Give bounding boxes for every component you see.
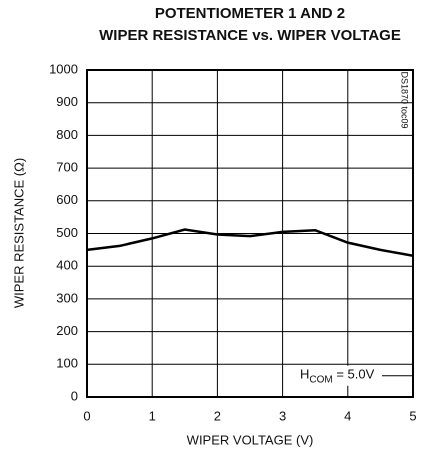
y-tick-label: 600 xyxy=(56,192,78,207)
annotation-part: = 5.0V xyxy=(333,367,375,382)
data-line xyxy=(86,228,414,257)
y-tick-label: 700 xyxy=(56,160,78,175)
y-tick-label: 900 xyxy=(56,94,78,109)
annotation-part: H xyxy=(300,367,309,382)
x-tick-label: 4 xyxy=(344,408,351,423)
x-tick-label: 2 xyxy=(214,408,221,423)
y-tick-label: 100 xyxy=(56,356,78,371)
y-tick-label: 800 xyxy=(56,127,78,142)
y-tick-label: 300 xyxy=(56,290,78,305)
side-label: DS1870 toc09 xyxy=(400,71,410,128)
y-tick-label: 500 xyxy=(56,225,78,240)
annotation: HCOM = 5.0V xyxy=(300,367,375,385)
y-tick-label: 0 xyxy=(71,388,78,403)
y-tick-label: 200 xyxy=(56,323,78,338)
y-axis-label: WIPER RESISTANCE (Ω) xyxy=(11,158,26,308)
annotation-bg xyxy=(295,365,381,386)
annotation-part: COM xyxy=(309,374,332,385)
y-tick-label: 1000 xyxy=(49,61,78,76)
x-axis-label: WIPER VOLTAGE (V) xyxy=(187,432,314,447)
x-tick-label: 0 xyxy=(83,408,90,423)
x-tick-label: 3 xyxy=(279,408,286,423)
chart-title: WIPER RESISTANCE vs. WIPER VOLTAGE xyxy=(99,27,401,44)
plot-frame xyxy=(86,69,414,398)
x-tick-label: 5 xyxy=(409,408,416,423)
chart-title: POTENTIOMETER 1 AND 2 xyxy=(155,5,345,22)
y-tick-label: 400 xyxy=(56,258,78,273)
x-tick-label: 1 xyxy=(149,408,156,423)
